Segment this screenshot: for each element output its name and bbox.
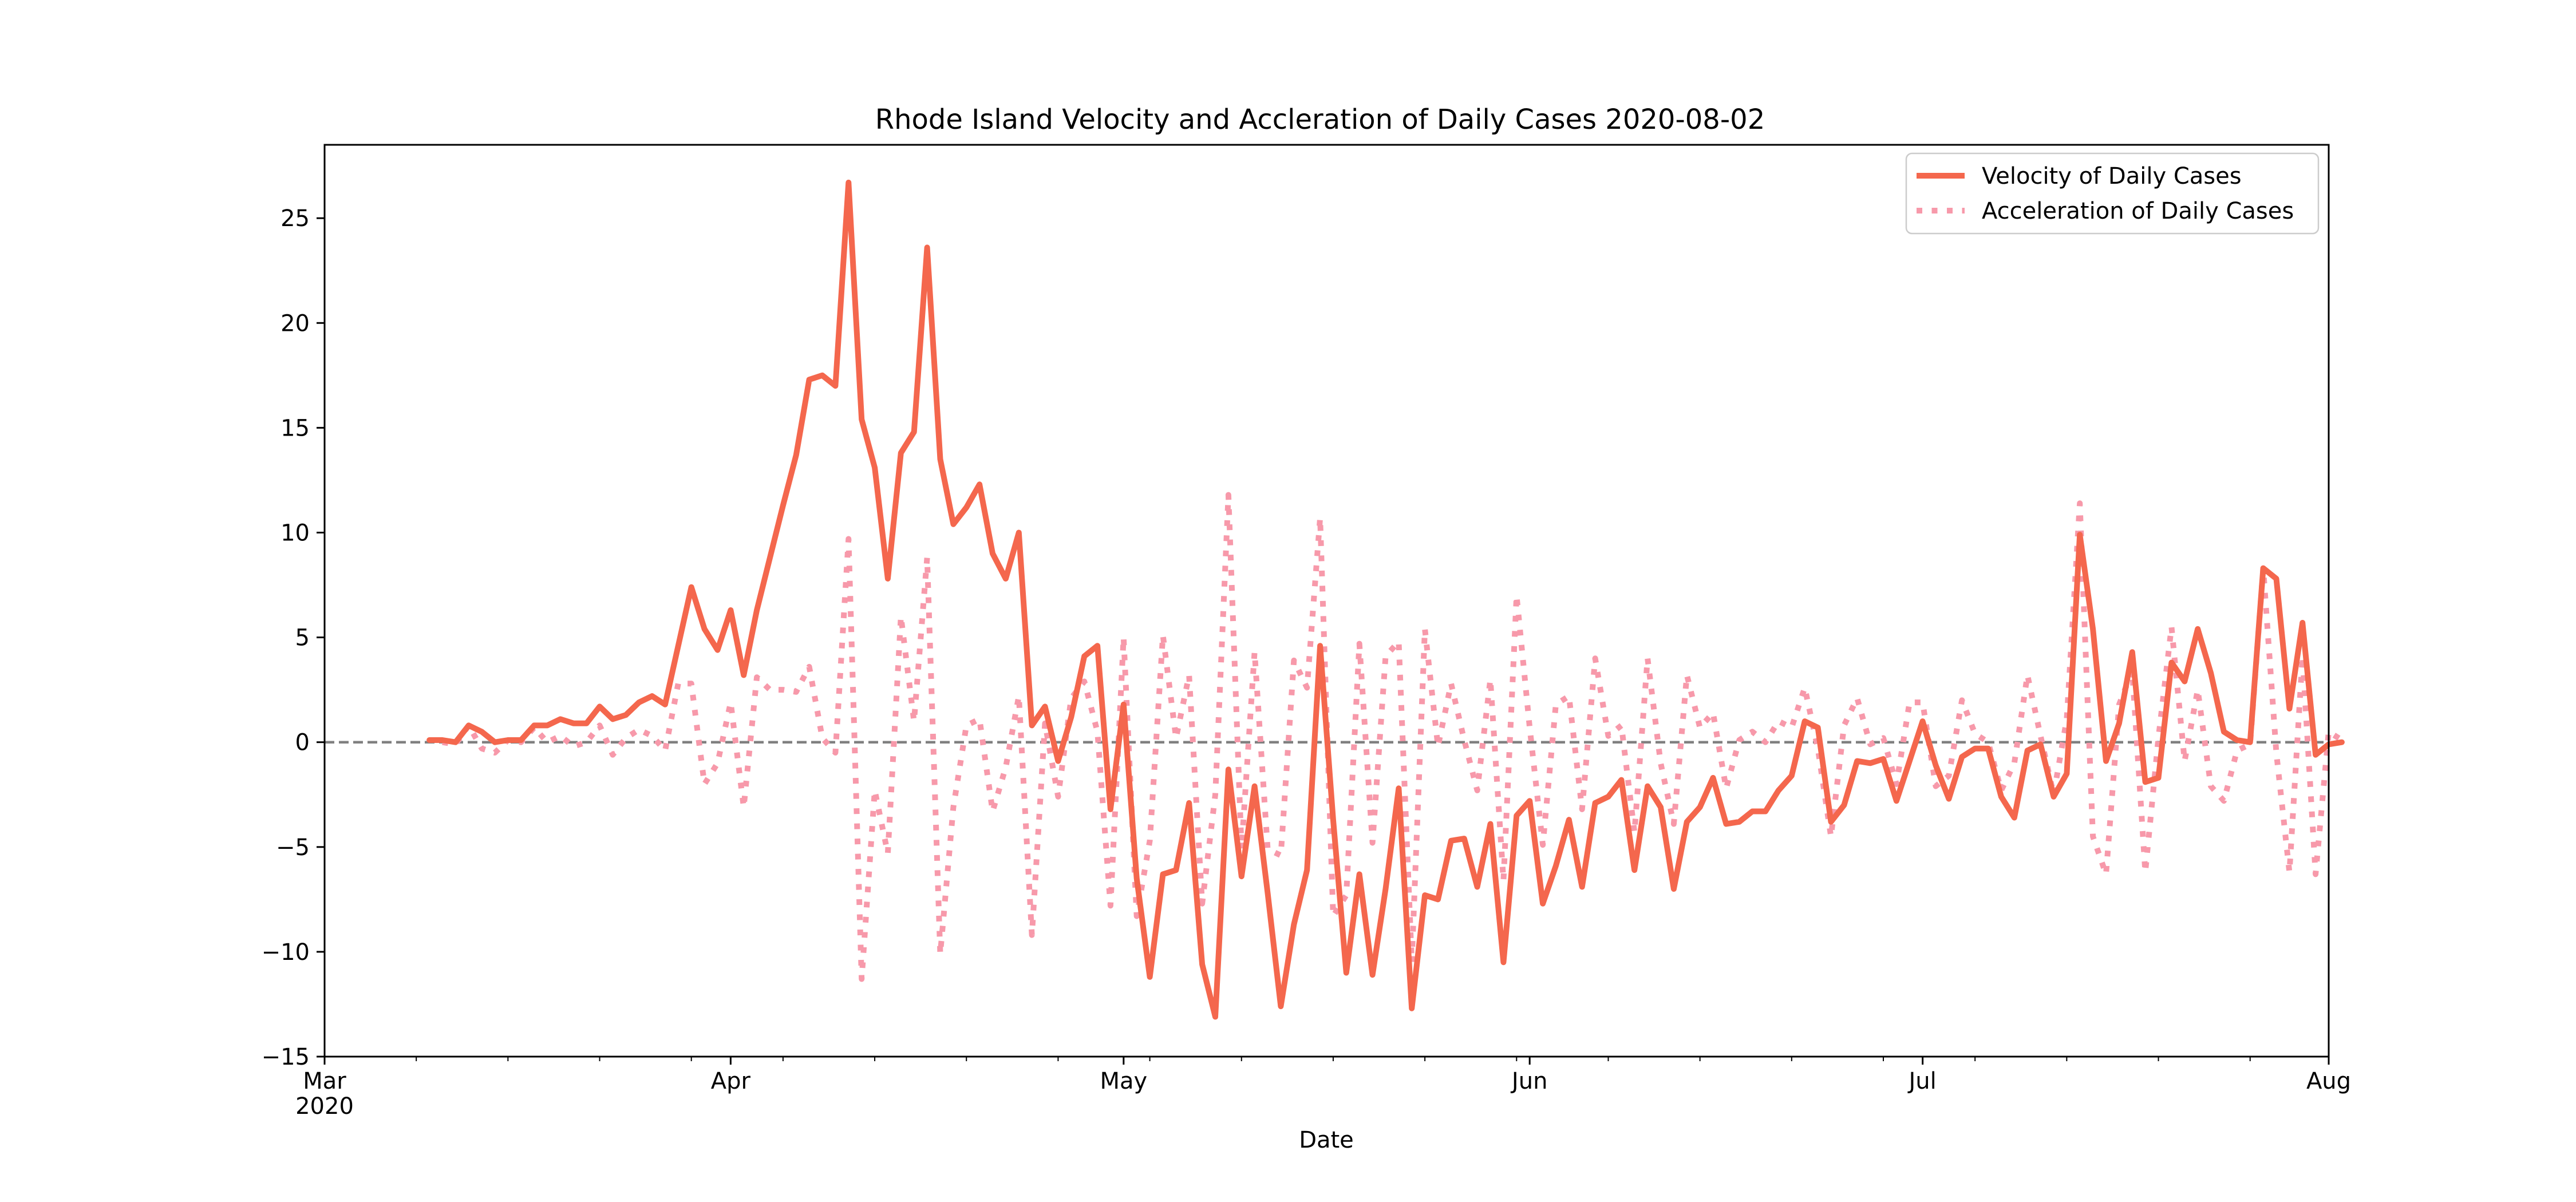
y-tick-label: 25 bbox=[280, 205, 310, 232]
y-tick-label: 5 bbox=[295, 625, 310, 651]
y-tick-label: 20 bbox=[280, 310, 310, 337]
legend-frame bbox=[1905, 152, 2320, 235]
y-tick-label: −15 bbox=[262, 1044, 310, 1070]
x-tick-label: Jul bbox=[1907, 1068, 1937, 1094]
y-tick-label: −10 bbox=[262, 939, 310, 966]
y-axis-ticks: −15 −10 −5 0 5 10 15 20 25 bbox=[262, 205, 325, 1070]
series-layer bbox=[426, 179, 2345, 1020]
x-axis-minor-ticks bbox=[324, 1057, 2251, 1061]
x-tick-label: Mar bbox=[303, 1068, 346, 1094]
legend-velocity-label: Velocity of Daily Cases bbox=[1982, 163, 2242, 189]
x-tick-label: Apr bbox=[711, 1068, 751, 1094]
x-tick-label: Jun bbox=[1510, 1068, 1548, 1094]
acceleration-line bbox=[442, 492, 2344, 982]
axes-frame bbox=[323, 144, 2330, 1058]
legend: Velocity of Daily Cases Acceleration of … bbox=[1905, 152, 2320, 235]
y-tick-label: 15 bbox=[280, 415, 310, 441]
velocity-series bbox=[426, 179, 2345, 1020]
x-tick-sublabel: 2020 bbox=[295, 1093, 354, 1120]
y-tick-label: −5 bbox=[276, 835, 310, 861]
plot-area bbox=[323, 144, 2345, 1058]
x-tick-label: May bbox=[1100, 1068, 1147, 1094]
y-tick-label: 10 bbox=[280, 520, 310, 546]
y-tick-label: 0 bbox=[295, 730, 310, 756]
x-tick-label: Aug bbox=[2306, 1068, 2351, 1094]
velocity-line bbox=[426, 179, 2345, 1020]
chart-title: Rhode Island Velocity and Accleration of… bbox=[875, 104, 1765, 136]
x-axis-label: Date bbox=[1299, 1127, 1354, 1153]
legend-acceleration-label: Acceleration of Daily Cases bbox=[1982, 198, 2294, 224]
acceleration-series bbox=[442, 492, 2344, 982]
